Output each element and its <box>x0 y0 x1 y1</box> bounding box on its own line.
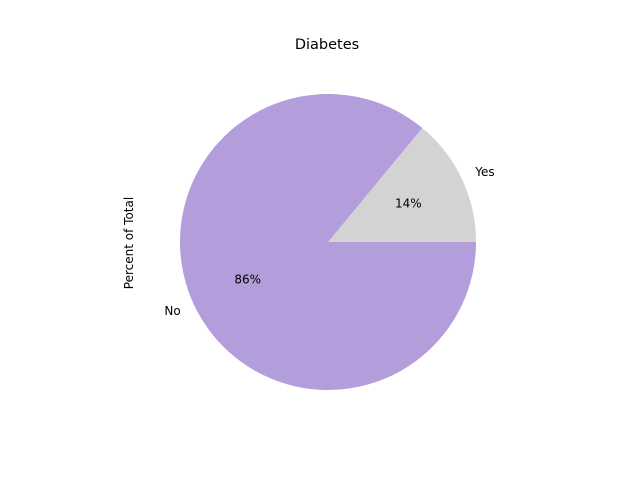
pie-slice-no <box>180 94 477 390</box>
pie-labels: Yes 14% No 86% <box>164 165 494 318</box>
slice-percent-no: 86% <box>234 272 261 286</box>
slice-percent-yes: 14% <box>395 197 422 211</box>
y-axis-label: Percent of Total <box>122 197 136 289</box>
chart-title: Diabetes <box>295 37 359 53</box>
slice-label-yes: Yes <box>474 165 494 179</box>
slice-label-no: No <box>164 304 180 318</box>
pie-slices <box>180 94 477 390</box>
pie-slice-yes <box>328 127 476 242</box>
